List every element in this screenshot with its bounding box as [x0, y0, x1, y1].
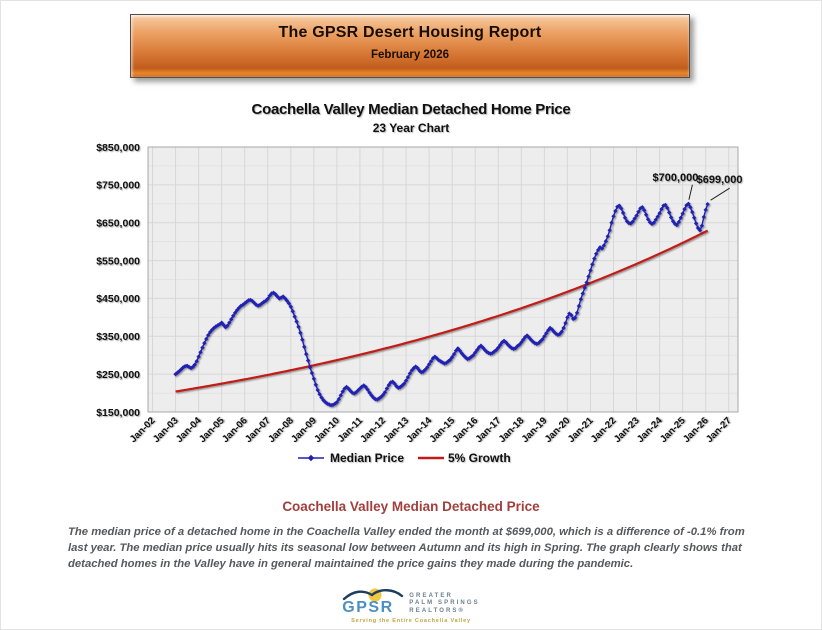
- svg-text:$850,000: $850,000: [96, 142, 140, 154]
- median-price-series: [173, 201, 710, 408]
- chart-title: Coachella Valley Median Detached Home Pr…: [251, 101, 571, 118]
- svg-text:$550,000: $550,000: [96, 255, 140, 267]
- svg-text:Jan-10: Jan-10: [312, 415, 342, 445]
- plot-area: [147, 146, 739, 413]
- report-title: The GPSR Desert Housing Report: [278, 24, 542, 41]
- svg-text:$350,000: $350,000: [96, 331, 140, 343]
- logo-name: GREATER PALM SPRINGS REALTORS®: [409, 593, 479, 617]
- x-axis-labels: Jan-02Jan-03Jan-04Jan-05Jan-06Jan-07Jan-…: [128, 415, 734, 445]
- chart-subtitle: 23 Year Chart: [372, 121, 450, 135]
- growth-line-series: [175, 229, 709, 393]
- gpsr-logo: GPSR GREATER PALM SPRINGS REALTORS® Serv…: [0, 586, 822, 624]
- logo-acronym: GPSR: [342, 599, 394, 616]
- svg-text:5% Growth: 5% Growth: [448, 451, 511, 465]
- sun-bird-icon: [343, 588, 404, 602]
- svg-text:$699,000: $699,000: [697, 174, 743, 186]
- chart-legend: Median Price 5% Growth: [298, 451, 511, 465]
- logo-name-line: REALTORS®: [409, 607, 466, 614]
- svg-text:Jan-27: Jan-27: [704, 415, 734, 445]
- svg-text:$750,000: $750,000: [96, 180, 140, 192]
- summary-body: The median price of a detached home in t…: [68, 526, 745, 571]
- svg-text:$450,000: $450,000: [96, 293, 140, 305]
- y-axis-labels: $850,000 $750,000 $650,000 $550,000 $450,000…: [96, 142, 140, 419]
- report-subtitle: February 2026: [371, 49, 449, 61]
- svg-text:$650,000: $650,000: [96, 218, 140, 230]
- svg-text:$250,000: $250,000: [96, 369, 140, 381]
- svg-text:$150,000: $150,000: [96, 407, 140, 419]
- price-chart: $850,000 $750,000 $650,000 $550,000 $450,000…: [96, 142, 743, 465]
- report-banner: The GPSR Desert Housing Report February …: [130, 14, 690, 78]
- logo-tagline: Serving the Entire Coachella Valley: [351, 618, 471, 624]
- svg-text:Median Price: Median Price: [330, 451, 404, 465]
- logo-name-line: PALM SPRINGS: [409, 600, 480, 606]
- chart-annotations: $700,000$699,000: [653, 172, 743, 201]
- summary-heading: Coachella Valley Median Detached Price: [282, 499, 540, 514]
- logo-name-line: GREATER: [409, 592, 453, 599]
- svg-text:$700,000: $700,000: [653, 172, 699, 184]
